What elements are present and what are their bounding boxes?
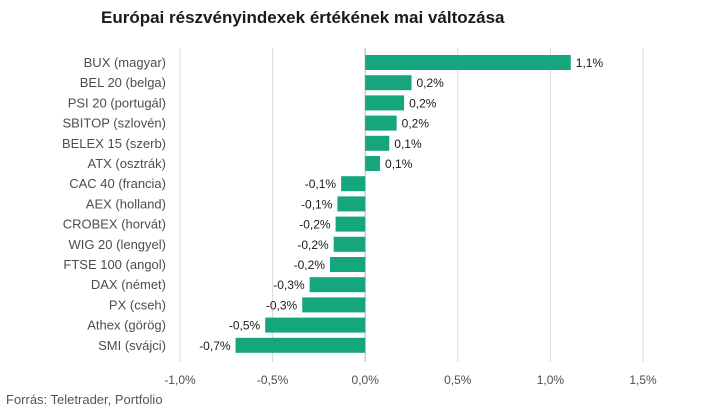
value-label: -0,3% (273, 278, 305, 292)
category-label: CAC 40 (francia) (69, 176, 166, 191)
category-label: Athex (görög) (87, 318, 166, 333)
category-label: ATX (osztrák) (88, 156, 167, 171)
category-label: WIG 20 (lengyel) (68, 237, 166, 252)
x-axis-tick-labels: -1,0% -0,5% 0,0% 0,5% 1,0% 1,5% (164, 373, 657, 387)
bar (265, 317, 366, 333)
value-label: 0,1% (385, 157, 413, 171)
bar (235, 337, 366, 353)
category-labels: BUX (magyar) BEL 20 (belga) PSI 20 (portug… (62, 55, 166, 353)
bar (337, 196, 366, 212)
source-note: Forrás: Teletrader, Portfolio (6, 392, 163, 407)
x-tick-label: -0,5% (257, 373, 289, 387)
category-label: SMI (svájci) (98, 338, 166, 353)
bar (302, 297, 366, 313)
bar (365, 95, 405, 111)
bar (365, 75, 412, 91)
bar (365, 135, 390, 151)
value-label: -0,2% (297, 238, 329, 252)
category-label: BELEX 15 (szerb) (62, 136, 166, 151)
x-tick-label: 1,0% (537, 373, 565, 387)
value-label: -0,1% (305, 177, 337, 191)
bar (335, 216, 366, 232)
value-label: 1,1% (576, 56, 604, 70)
category-label: FTSE 100 (angol) (63, 257, 166, 272)
value-label: 0,2% (409, 96, 437, 110)
gridlines (179, 48, 644, 362)
bar (365, 115, 397, 131)
category-label: AEX (holland) (86, 196, 166, 211)
x-tick-label: -1,0% (164, 373, 196, 387)
category-label: BEL 20 (belga) (80, 75, 166, 90)
bar (365, 55, 571, 70)
value-label: 0,2% (402, 117, 430, 131)
value-label: -0,5% (229, 319, 261, 333)
category-label: PSI 20 (portugál) (68, 95, 166, 110)
value-label: 0,1% (394, 137, 422, 151)
category-label: BUX (magyar) (84, 55, 166, 70)
value-label: -0,2% (294, 258, 326, 272)
value-label: 0,2% (417, 76, 445, 90)
x-tick-label: 0,0% (352, 373, 380, 387)
value-labels: 1,1% 0,2% 0,2% 0,2% 0,1% 0,1% -0,1% -0,1% -0,2% -… (199, 56, 603, 353)
category-label: SBITOP (szlovén) (62, 116, 166, 131)
category-label: DAX (német) (91, 277, 166, 292)
bars (235, 55, 571, 353)
value-label: -0,2% (299, 218, 331, 232)
value-label: -0,7% (199, 339, 231, 353)
bar (341, 176, 366, 192)
bar (330, 257, 366, 272)
value-label: -0,1% (301, 197, 333, 211)
bar (365, 156, 381, 171)
category-label: PX (cseh) (109, 297, 166, 312)
x-tick-label: 1,5% (629, 373, 657, 387)
x-tick-label: 0,5% (444, 373, 472, 387)
bar (309, 277, 366, 293)
chart-title: Európai részvényindexek értékének mai vá… (101, 8, 505, 27)
category-label: CROBEX (horvát) (63, 217, 166, 232)
value-label: -0,3% (266, 298, 298, 312)
bar (333, 236, 366, 252)
